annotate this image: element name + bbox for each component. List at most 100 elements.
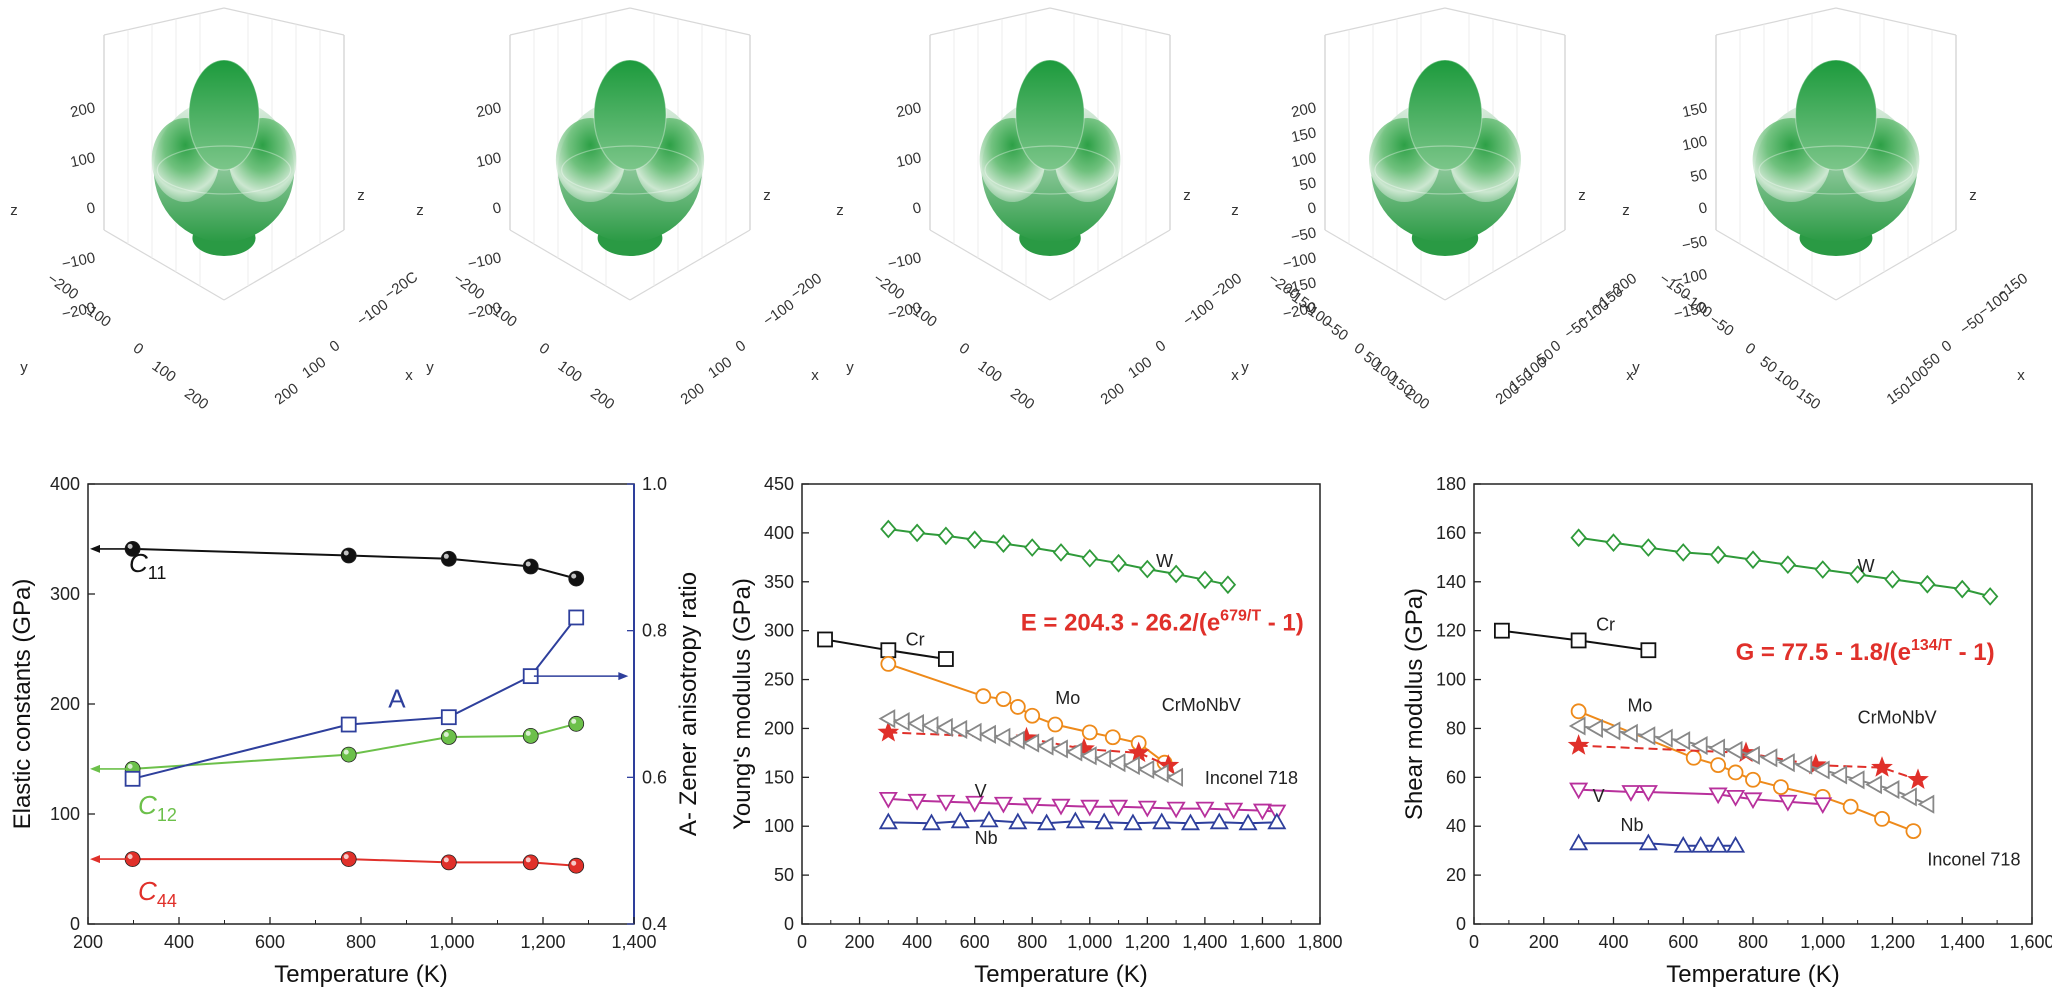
data-point xyxy=(1745,771,1761,788)
y-tick-label: 40 xyxy=(1446,816,1466,836)
z-axis-label-right: z xyxy=(1969,187,1977,204)
x-tick-label: 50 xyxy=(1534,345,1557,368)
data-point xyxy=(1725,740,1743,760)
data-point xyxy=(568,570,585,587)
x-axis-label: x xyxy=(811,367,819,384)
data-point xyxy=(993,727,1011,747)
data-point xyxy=(880,519,897,539)
series-label: V xyxy=(975,781,987,801)
y-axis-label: Elastic constants (GPa) xyxy=(9,579,36,830)
x-tick-label: 400 xyxy=(902,932,932,952)
data-point xyxy=(1905,823,1922,840)
x-tick-label: 1,800 xyxy=(1297,932,1342,952)
data-point xyxy=(1570,632,1587,649)
data-point xyxy=(1008,730,1025,750)
data-point-highlight xyxy=(443,553,449,559)
data-point xyxy=(1123,813,1143,831)
data-point xyxy=(995,691,1012,708)
z-tick-label: 100 xyxy=(1290,149,1318,171)
data-point xyxy=(1691,835,1711,853)
y-tick-label: 400 xyxy=(764,523,794,543)
data-point xyxy=(1109,799,1129,817)
z-tick-label: 50 xyxy=(1689,166,1709,186)
data-point xyxy=(908,523,926,543)
y-tick-label: 0 xyxy=(956,340,973,359)
data-point xyxy=(907,793,927,811)
y2-tick-label: 0.4 xyxy=(642,914,667,934)
data-point xyxy=(1110,553,1127,573)
series-label: W xyxy=(1156,551,1173,571)
series-inconel-718: Inconel 718 xyxy=(878,709,1298,788)
data-point xyxy=(1917,794,1935,814)
z-tick-label: 150 xyxy=(1681,99,1709,121)
surface-top-lobe xyxy=(594,60,666,170)
z-tick-label: 100 xyxy=(895,149,923,171)
y-axis-label: Shear modulus (GPa) xyxy=(1401,588,1428,820)
y-tick-label: 250 xyxy=(764,670,794,690)
equation-tail: - 1) xyxy=(1952,639,1995,666)
y-axis-label: Young's modulus (GPa) xyxy=(729,578,756,830)
x-tick-label: −200 xyxy=(788,270,825,303)
x-tick-label: 1,600 xyxy=(2009,932,2052,952)
z-tick-label: −200 xyxy=(1281,299,1318,323)
data-point xyxy=(1874,810,1890,827)
data-point xyxy=(1166,801,1186,819)
y-tick-label: −100 xyxy=(483,297,520,330)
fit-equation: E = 204.3 - 26.2/(e679/T - 1) xyxy=(1021,608,1304,637)
surface-mesh-line xyxy=(1015,59,1085,171)
z-tick-label: −100 xyxy=(60,249,97,273)
y-tick-label: 450 xyxy=(764,474,794,494)
box-edge xyxy=(1715,7,1837,36)
series-a: A xyxy=(124,609,629,787)
x-tick-label: 400 xyxy=(1598,932,1628,952)
box-edge xyxy=(1835,7,1957,36)
surface-mesh-line xyxy=(188,59,260,171)
data-point xyxy=(979,724,996,744)
data-point xyxy=(568,609,585,626)
x-tick-label: 100 xyxy=(705,354,735,382)
data-point xyxy=(1009,699,1026,715)
y-axis-label: y xyxy=(20,359,28,376)
z-tick-label: −100 xyxy=(466,249,503,273)
series-label: CrMoNbV xyxy=(1858,708,1937,728)
x-tick-label: 200 xyxy=(678,380,708,408)
x-axis-label: x xyxy=(2017,367,2025,384)
axis-arrow-head xyxy=(90,855,100,864)
x-tick-label: 200 xyxy=(1098,380,1128,408)
data-point xyxy=(1638,833,1658,851)
x-tick-label: 600 xyxy=(1668,932,1698,952)
data-point xyxy=(892,712,910,732)
x-tick-label: 0 xyxy=(797,932,807,952)
data-point xyxy=(568,857,585,874)
axis-arrow-head xyxy=(90,764,100,773)
data-point xyxy=(1569,782,1589,800)
equation-tail: - 1) xyxy=(1261,610,1304,637)
data-point xyxy=(878,812,898,830)
data-point xyxy=(1570,703,1587,720)
x-tick-label: 50 xyxy=(1920,350,1943,373)
data-point xyxy=(1744,550,1762,570)
data-point xyxy=(1710,757,1727,774)
z-tick-label: −100 xyxy=(1672,266,1709,290)
data-point xyxy=(1567,734,1590,755)
data-point xyxy=(1137,800,1157,818)
data-point-highlight xyxy=(343,550,349,556)
y-tick-label: −200 xyxy=(450,270,487,303)
surface-mesh-line xyxy=(1407,59,1483,171)
y-tick-label: 0 xyxy=(784,914,794,934)
data-point xyxy=(1675,543,1692,562)
box-edge xyxy=(1049,7,1171,36)
data-point xyxy=(907,714,925,734)
data-point xyxy=(817,631,833,648)
y-tick-label: 160 xyxy=(1436,523,1466,543)
data-point xyxy=(1094,812,1114,830)
y-tick-label: 100 xyxy=(1436,670,1466,690)
data-point xyxy=(1812,760,1830,780)
y-tick-label: 300 xyxy=(50,584,80,604)
axis-arrow-head xyxy=(90,544,100,553)
data-point xyxy=(1167,564,1185,584)
data-point xyxy=(1621,785,1641,802)
data-point xyxy=(1065,742,1083,762)
series-label-sub: 12 xyxy=(157,805,177,825)
x-tick-label: −100 xyxy=(354,296,391,329)
